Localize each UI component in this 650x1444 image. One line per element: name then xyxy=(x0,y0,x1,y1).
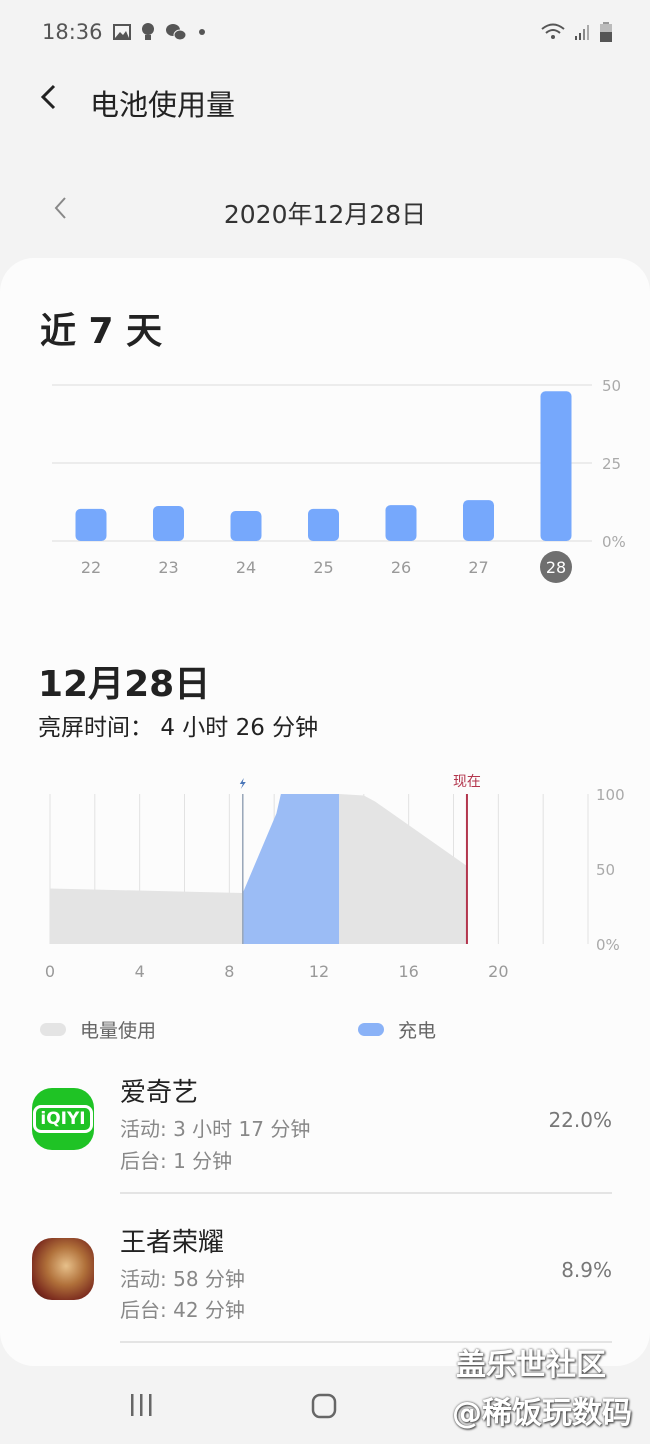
divider xyxy=(120,1341,612,1343)
y-tick-label: 50 xyxy=(596,861,615,879)
previous-date-button[interactable] xyxy=(52,194,68,229)
app-name: 王者荣耀 xyxy=(120,1228,225,1258)
x-tick-label: 22 xyxy=(81,558,101,577)
app-percent: 8.9% xyxy=(561,1258,612,1282)
usage-area-after xyxy=(339,794,467,944)
now-label: 现在 xyxy=(453,774,481,790)
selected-day-marker xyxy=(540,551,572,583)
x-tick-label: 12 xyxy=(309,962,329,981)
bar-25[interactable] xyxy=(308,508,339,541)
legend-usage-label: 电量使用 xyxy=(80,1020,157,1042)
usage-area-before xyxy=(50,888,243,944)
app-background-time: 后台: 1 分钟 xyxy=(120,1149,233,1173)
iqiyi-icon: iQIYI xyxy=(32,1088,94,1150)
app-name: 爱奇艺 xyxy=(120,1078,199,1108)
back-button[interactable] xyxy=(38,82,58,120)
x-tick-label: 16 xyxy=(398,962,418,981)
x-tick-label: 28 xyxy=(546,558,566,577)
bar-26[interactable] xyxy=(385,505,417,541)
divider xyxy=(120,1192,612,1194)
back-arrow-icon xyxy=(40,84,56,110)
x-tick-label: 8 xyxy=(224,962,234,981)
charging-area xyxy=(242,794,340,944)
usage-swatch xyxy=(40,1023,66,1036)
honor-of-kings-icon xyxy=(32,1238,94,1300)
system-icons xyxy=(540,22,612,42)
legend-charging-label: 充电 xyxy=(398,1020,437,1042)
x-tick-label: 24 xyxy=(236,558,256,577)
bar-27[interactable] xyxy=(463,500,494,541)
x-tick-label: 20 xyxy=(488,962,508,981)
battery-level-chart: 现在 0% 50 100 0 4 8 12 16 20 xyxy=(45,774,625,981)
bulb-icon xyxy=(141,23,154,40)
wechat-icon xyxy=(165,24,187,41)
legend-charging: 充电 xyxy=(358,1016,436,1043)
wifi-icon xyxy=(541,23,565,39)
chevron-left-icon xyxy=(54,197,66,219)
x-tick-label: 27 xyxy=(468,558,488,577)
legend-usage: 电量使用 xyxy=(40,1016,156,1043)
x-tick-label: 26 xyxy=(391,558,411,577)
day-title: 12月28日 xyxy=(38,664,211,705)
app-background-time: 后台: 42 分钟 xyxy=(120,1298,245,1322)
image-icon xyxy=(112,24,131,40)
x-tick-label: 0 xyxy=(45,962,55,981)
screen-time: 亮屏时间： 4 小时 26 分钟 xyxy=(38,708,318,742)
charging-swatch xyxy=(358,1023,384,1036)
screen-time-label: 亮屏时间： xyxy=(38,715,153,741)
y-tick-label: 100 xyxy=(596,786,625,804)
weekly-bar-chart: 0% 25 50 22 23 24 25 26 27 28 xyxy=(52,377,626,583)
app-percent: 22.0% xyxy=(548,1108,612,1132)
y-tick-label: 0% xyxy=(602,533,626,551)
home-button[interactable] xyxy=(310,1392,338,1424)
week-title: 近 7 天 xyxy=(40,311,163,352)
dot-icon xyxy=(198,29,205,35)
screen-time-value: 4 小时 26 分钟 xyxy=(160,715,319,741)
status-time: 18:36 xyxy=(42,20,103,44)
bar-22[interactable] xyxy=(75,508,107,541)
app-active-time: 活动: 3 小时 17 分钟 xyxy=(120,1117,311,1141)
y-tick-label: 0% xyxy=(596,936,620,954)
x-tick-label: 4 xyxy=(135,962,145,981)
watermark-line2: @稀饭玩数码 xyxy=(452,1396,632,1431)
y-tick-label: 50 xyxy=(602,377,621,395)
selected-date: 2020年12月28日 xyxy=(223,200,427,229)
bar-28[interactable] xyxy=(540,391,572,541)
status-bar: 18:36 xyxy=(42,20,207,44)
lightning-icon xyxy=(239,778,246,789)
recent-apps-button[interactable] xyxy=(128,1392,156,1422)
home-icon xyxy=(311,1393,337,1419)
app-active-time: 活动: 58 分钟 xyxy=(120,1267,245,1291)
y-tick-label: 25 xyxy=(602,455,621,473)
battery-icon xyxy=(600,22,612,42)
bar-23[interactable] xyxy=(153,506,184,541)
iqiyi-logo-text: iQIYI xyxy=(33,1105,93,1133)
page-title: 电池使用量 xyxy=(90,88,236,122)
watermark-line1: 盖乐世社区 xyxy=(456,1348,606,1383)
x-tick-label: 25 xyxy=(313,558,333,577)
recent-apps-icon xyxy=(131,1394,152,1416)
signal-icon xyxy=(575,25,589,40)
x-tick-label: 23 xyxy=(158,558,178,577)
bar-24[interactable] xyxy=(230,511,262,541)
